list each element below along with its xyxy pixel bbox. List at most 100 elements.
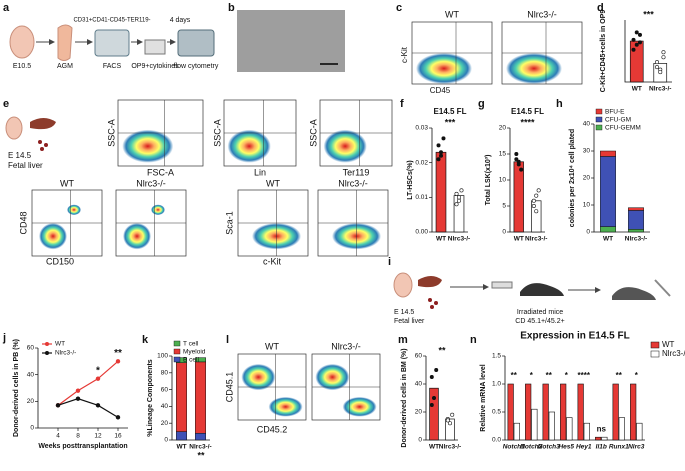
x-tick-label: Nlrc3-/- — [649, 86, 671, 93]
y-tick-label: 1.5 — [492, 353, 501, 360]
legend-label: B cell — [183, 357, 199, 364]
bar — [507, 383, 514, 441]
legend-label: CFU-GEMM — [605, 125, 641, 132]
data-point — [519, 167, 524, 172]
y-axis-label: Total LSK(x10³) — [485, 155, 492, 206]
y-tick-label: 0 — [164, 437, 168, 444]
data-point — [450, 412, 455, 417]
significance: ** — [546, 371, 553, 380]
data-point — [534, 193, 539, 198]
data-point — [531, 198, 536, 203]
y-tick-label: 20 — [415, 409, 423, 416]
significance: *** — [445, 117, 456, 127]
data-point — [115, 359, 121, 364]
x-tick-label: WT — [603, 236, 613, 243]
bar — [595, 436, 602, 441]
bar — [525, 383, 532, 441]
x-tick-label: 8 — [76, 433, 80, 440]
step-label: AGM — [57, 63, 73, 70]
bar — [636, 422, 643, 441]
column-label: WT — [60, 178, 74, 188]
bar-segment — [600, 156, 616, 227]
x-tick-label: Runx1 — [609, 444, 629, 451]
significance: ** — [197, 450, 205, 460]
source-label: Fetal liver — [394, 318, 425, 325]
panel-letter: h — [556, 98, 563, 110]
panel-letter: g — [478, 98, 485, 110]
x-tick-label: WT — [176, 444, 186, 451]
axis-label: Ter119 — [343, 167, 370, 177]
y-tick-label: 0.5 — [492, 409, 501, 416]
panel-letter: a — [3, 2, 10, 14]
y-tick-label: 0 — [502, 229, 506, 236]
legend-swatch — [173, 348, 181, 355]
panel-letter: e — [3, 98, 9, 110]
data-point — [95, 403, 101, 408]
step-label: FACS — [103, 63, 122, 70]
legend-label: Nlrc3-/- — [662, 349, 685, 358]
column-label: WT — [445, 9, 459, 19]
data-point — [459, 188, 464, 193]
bar — [531, 408, 538, 441]
panel-letter: l — [226, 334, 229, 346]
bar-segment — [195, 433, 206, 441]
axis-label: c-Kit — [400, 46, 409, 63]
legend-swatch — [595, 116, 603, 123]
data-point — [637, 40, 642, 45]
significance: ** — [114, 348, 122, 359]
y-tick-label: 40 — [583, 121, 591, 128]
bar-segment — [176, 431, 187, 441]
x-axis-label: Weeks posttransplantation — [38, 443, 127, 450]
axis-label: FSC-A — [147, 167, 174, 177]
bar-segment — [628, 210, 644, 230]
y-tick-label: 60 — [27, 345, 35, 352]
flow-density — [122, 129, 174, 163]
data-point — [534, 209, 539, 214]
y-tick-label: 20 — [583, 175, 591, 182]
y-axis-label: colonies per 2x10⁴ cell plated — [569, 129, 576, 227]
legend-label: WT — [662, 340, 675, 349]
significance: ns — [597, 424, 607, 433]
data-point — [447, 421, 452, 426]
y-tick-label: 0 — [30, 425, 34, 432]
legend-label: BFU-E — [605, 109, 625, 116]
significance: * — [96, 365, 100, 376]
bar — [601, 436, 608, 441]
data-point — [436, 143, 441, 148]
flow-density — [227, 129, 271, 163]
legend-swatch — [595, 124, 603, 131]
bar — [630, 383, 637, 441]
panel-letter: d — [597, 2, 604, 14]
axis-label: c-Kit — [263, 256, 281, 266]
significance: ** — [511, 371, 518, 380]
line — [57, 398, 119, 418]
panel-letter: c — [396, 2, 402, 14]
legend-swatch — [650, 350, 660, 358]
bar — [612, 383, 619, 441]
step-label: OP9+cytokines — [131, 63, 179, 70]
data-point — [429, 374, 434, 379]
data-point — [631, 37, 636, 42]
flow-density — [151, 204, 165, 216]
x-tick-label: WT — [429, 444, 439, 451]
data-point — [454, 202, 459, 207]
panel-letter: f — [400, 98, 404, 110]
x-tick-label: Nlrc3-/- — [625, 236, 647, 243]
axis-label: SSC-A — [308, 119, 318, 147]
significance: **** — [520, 117, 535, 127]
bar — [548, 411, 555, 441]
axis-label: CD45 — [430, 86, 451, 95]
bar — [531, 200, 542, 233]
data-point — [634, 42, 639, 47]
y-tick-label: 20 — [499, 125, 507, 132]
flow-density — [67, 204, 81, 216]
legend-marker — [45, 351, 49, 355]
y-tick-label: 0 — [418, 437, 422, 444]
panel-e-illustration — [5, 116, 56, 151]
step-label: E10.5 — [13, 63, 31, 70]
panel-letter: m — [398, 334, 408, 346]
data-point — [75, 388, 81, 393]
legend-swatch — [173, 340, 181, 347]
y-axis-label: LT-HSCs(%) — [407, 160, 414, 200]
